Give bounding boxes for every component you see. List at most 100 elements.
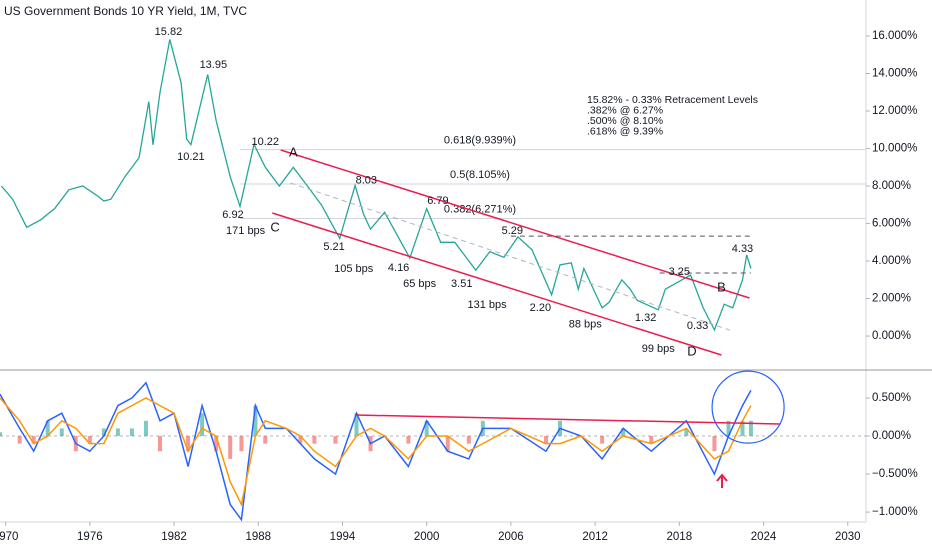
annotation: 65 bps [403, 278, 437, 290]
x-tick-label: 2024 [751, 531, 777, 543]
annotation: 4.33 [732, 243, 753, 255]
annotation: 2.20 [530, 302, 551, 314]
annotation: 6.92 [222, 209, 243, 221]
histogram-bar [466, 436, 471, 444]
series-line [0, 397, 752, 507]
x-tick-label: 1976 [77, 531, 103, 543]
series-line [0, 381, 752, 522]
highlight-circle [711, 370, 785, 444]
arrow [716, 473, 728, 488]
annotation: 1.32 [635, 312, 656, 324]
histogram-bar [143, 420, 148, 437]
chart-title: US Government Bonds 10 YR Yield, 1M, TVC [4, 4, 247, 18]
y-tick-label: 14.000% [872, 68, 917, 80]
channel-label: A [289, 144, 298, 159]
histogram-bar [59, 428, 64, 437]
histogram-bar [354, 413, 359, 437]
x-tick-label: 2006 [498, 531, 524, 543]
histogram-bar [214, 436, 219, 452]
y-tick-label: 12.000% [872, 105, 917, 117]
y-tick-label: −1.000% [872, 506, 918, 518]
histogram-bar [424, 420, 429, 437]
annotation: 5.29 [502, 225, 523, 237]
histogram-bar [712, 436, 717, 452]
histogram-bar [228, 436, 233, 459]
annotation: 10.21 [177, 151, 205, 163]
histogram-bar [649, 436, 654, 444]
histogram-bar [101, 428, 106, 437]
histogram-bar [726, 420, 731, 437]
y-tick-label: 16.000% [872, 30, 917, 42]
y-tick-label: 10.000% [872, 143, 917, 155]
histogram-bar [186, 436, 191, 452]
x-tick-label: 2000 [414, 531, 440, 543]
x-tick-label: 1994 [330, 531, 356, 543]
annotation: 5.21 [323, 241, 344, 253]
note: .382% @ 6.27% [587, 104, 663, 116]
y-tick-label: 2.000% [872, 293, 911, 305]
trendline [272, 212, 722, 356]
y-tick-label: −0.500% [872, 468, 918, 480]
histogram-bar [333, 436, 338, 444]
trendline [355, 414, 781, 425]
channel-label: C [270, 219, 279, 234]
histogram-bar [684, 428, 689, 437]
channel-label: D [687, 343, 696, 358]
fib-label: 0.382(6.271%) [444, 203, 516, 215]
annotation: 105 bps [334, 263, 374, 275]
histogram-bar [298, 436, 303, 444]
histogram-bar [263, 436, 268, 444]
x-tick-label: 2018 [667, 531, 693, 543]
histogram-bar [45, 420, 50, 437]
annotation: 10.22 [252, 136, 280, 148]
y-tick-label: 0.000% [872, 430, 911, 442]
histogram-bar [253, 405, 258, 437]
note: 15.82% - 0.33% Retracement Levels [587, 94, 758, 106]
y-tick-label: 4.000% [872, 255, 911, 267]
x-tick-label: 1982 [161, 531, 187, 543]
x-tick-label: 1988 [245, 531, 271, 543]
histogram-bar [239, 436, 244, 452]
histogram-bar [600, 436, 605, 444]
annotation: 6.79 [427, 195, 448, 207]
histogram-bar [748, 420, 753, 437]
annotation: 0.33 [687, 320, 708, 332]
histogram-bar [17, 436, 22, 444]
annotation: 13.95 [200, 59, 228, 71]
annotation: 88 bps [569, 319, 603, 331]
annotation: 8.03 [356, 174, 377, 186]
histogram-bar [31, 436, 36, 444]
histogram-bar [406, 436, 411, 444]
histogram-bar [87, 436, 92, 444]
histogram-bar [312, 436, 317, 444]
annotation: 15.82 [155, 26, 183, 38]
y-tick-label: 0.500% [872, 392, 911, 404]
annotation: 171 bps [226, 225, 266, 237]
y-tick-label: 6.000% [872, 218, 911, 230]
note: .500% @ 8.10% [587, 115, 663, 127]
x-tick-label: 2012 [582, 531, 608, 543]
annotation: 3.51 [451, 278, 472, 290]
series-line [0, 39, 752, 332]
x-tick-label: 2030 [835, 531, 861, 543]
histogram-bar [740, 420, 745, 437]
annotation: 4.16 [388, 262, 409, 274]
fib-label: 0.5(8.105%) [450, 169, 510, 181]
histogram-bar [0, 432, 2, 437]
histogram-bar [621, 428, 626, 437]
annotation: 3.25 [669, 266, 690, 278]
channel-label: B [717, 279, 726, 294]
histogram-bar [158, 436, 163, 452]
histogram-bar [200, 413, 205, 437]
y-tick-label: 0.000% [872, 330, 911, 342]
histogram-bar [129, 428, 134, 437]
note: .618% @ 9.39% [587, 125, 663, 137]
annotation: 131 bps [467, 299, 507, 311]
histogram-bar [115, 428, 120, 437]
fib-label: 0.618(9.939%) [444, 135, 516, 147]
histogram-bar [445, 436, 450, 452]
x-tick-label: 1970 [0, 531, 18, 543]
